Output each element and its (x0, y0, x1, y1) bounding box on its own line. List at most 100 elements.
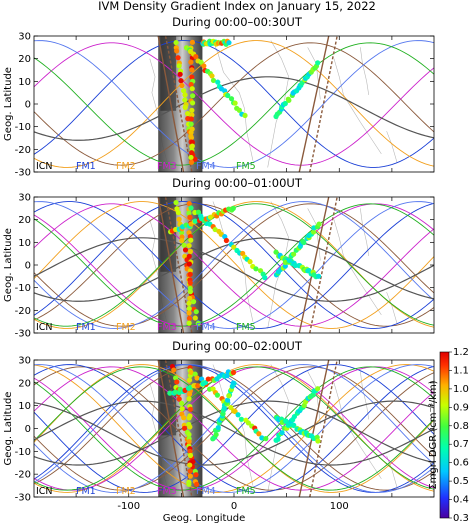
reference-track (34, 237, 434, 302)
legend-icn: ICN (36, 322, 53, 333)
dgr-point (235, 412, 241, 418)
dgr-point (179, 237, 185, 244)
legend-fm2: FM2 (116, 322, 136, 333)
dgr-point (189, 93, 196, 99)
fm3-orbit (34, 203, 434, 327)
dgr-point (188, 81, 194, 88)
colorbar-tick-label: 0.7 (453, 439, 469, 450)
fm2-orbit (34, 40, 434, 168)
fm2-orbit (34, 364, 434, 493)
dgr-point (186, 261, 192, 267)
reference-track (34, 400, 434, 466)
dgr-point (187, 468, 193, 474)
dgr-point (181, 88, 187, 94)
dgr-point (176, 63, 182, 69)
dgr-point (188, 159, 195, 165)
dgr-point (179, 82, 185, 89)
dgr-point (292, 262, 298, 269)
colorbar-scale (439, 351, 450, 519)
fm1-orbit (34, 201, 434, 329)
dgr-point (185, 111, 191, 117)
fm4-orbit (34, 40, 434, 168)
dgr-point (187, 214, 193, 220)
plot-area (34, 360, 434, 497)
dgr-point (209, 73, 215, 79)
dgr-point (275, 436, 281, 442)
dgr-point (193, 472, 199, 478)
dgr-points (173, 38, 321, 165)
dgr-point (188, 133, 194, 139)
dgr-point (315, 438, 321, 444)
dgr-point (188, 154, 194, 161)
fm4-orbit (34, 364, 434, 493)
legend-fm4: FM4 (196, 322, 216, 333)
colorbar-tick-label: 1.0 (453, 384, 469, 395)
terminator-dashed-line (164, 36, 193, 172)
plot-area (34, 36, 434, 172)
coastline-4 (333, 58, 382, 155)
y-tick-label: 30 (18, 32, 31, 43)
dgr-point (230, 205, 236, 211)
fm1-orbit (34, 201, 434, 329)
fm4-orbit (34, 201, 434, 329)
panel-1: During 00:00–00:30UT -30 -20 -10 0 10 20 30 Geog… (3, 15, 435, 179)
dgr-point (167, 390, 173, 396)
dgr-point (192, 218, 198, 224)
dgr-point (187, 448, 193, 455)
dgr-point (175, 55, 181, 61)
dgr-point (189, 112, 195, 118)
dgr-point (310, 229, 317, 235)
dgr-point (187, 462, 193, 468)
dgr-point (225, 92, 231, 99)
dgr-point (291, 251, 297, 257)
dgr-point (188, 121, 194, 127)
dgr-point (188, 237, 194, 243)
dgr-point (173, 375, 179, 381)
dgr-point (187, 289, 193, 295)
dgr-point (189, 100, 196, 106)
y-tick-label: -10 (15, 447, 31, 458)
dgr-point (301, 239, 307, 246)
plot-area (34, 197, 434, 333)
legend-fm1: FM1 (76, 486, 96, 497)
panel-title: During 00:00–02:00UT (172, 339, 303, 353)
reference-track (34, 237, 434, 302)
legend-fm4: FM4 (196, 161, 216, 172)
dgr-point (186, 415, 192, 421)
dgr-point (195, 209, 202, 215)
dgr-point (215, 424, 221, 431)
dgr-point (188, 116, 194, 122)
dgr-point (187, 473, 193, 479)
x-axis-label: Geog. Longitude (163, 513, 245, 524)
dgr-point (186, 306, 192, 312)
terminator-dashed-line (309, 36, 338, 172)
fm3-orbit (34, 366, 434, 491)
dgr-point (178, 78, 184, 84)
dgr-point (189, 139, 195, 145)
fm3-orbit (34, 42, 434, 166)
dgr-point (279, 430, 285, 436)
panel-title: During 00:00–01:00UT (172, 176, 303, 190)
colorbar-tick-label: 0.9 (453, 402, 469, 413)
dgr-point (291, 413, 298, 420)
dgr-point (186, 210, 192, 216)
reference-track (34, 400, 434, 466)
x-tick-label: 0 (231, 501, 237, 512)
dgr-point (181, 415, 187, 421)
dgr-point (315, 273, 322, 279)
y-tick-label: 0 (25, 261, 31, 272)
panel-3: During 00:00–02:00UT-30-20-100102030-100… (3, 339, 469, 524)
terminator-line (298, 36, 330, 172)
y-tick-label: -10 (15, 122, 31, 133)
legend-fm1: FM1 (76, 322, 96, 333)
dgr-point (172, 389, 178, 395)
legend-fm3: FM3 (157, 486, 177, 497)
legend-fm2: FM2 (116, 161, 136, 172)
dgr-point (188, 150, 195, 156)
y-tick-label: 10 (18, 77, 31, 88)
dgr-point (282, 263, 288, 269)
y-tick-label: 10 (18, 238, 31, 249)
dgr-point (245, 420, 252, 426)
fm3-orbit (34, 203, 434, 327)
